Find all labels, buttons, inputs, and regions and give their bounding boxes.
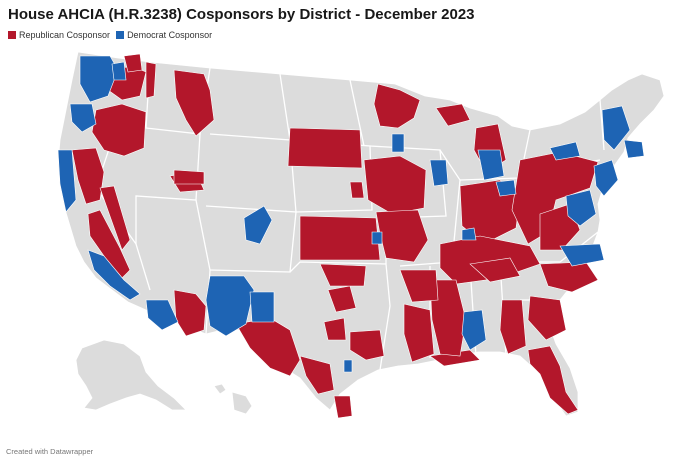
district-ks-kc [371,231,383,245]
district-ca-south [87,249,141,301]
district-ma-ri [623,139,645,159]
district-tx-dfw [323,317,347,341]
district-ny-north [549,141,581,161]
district-wa-central [123,53,143,73]
democrat-districts [57,55,645,373]
district-tx-north [327,285,357,313]
district-ne [349,181,365,199]
district-az-south [145,299,179,331]
credit-text: Created with Datawrapper [6,447,94,456]
legend-label-democrat: Democrat Cosponsor [127,30,213,40]
district-nv [99,185,131,251]
district-ks [299,215,381,261]
district-mn-metro [391,133,405,153]
district-ok [319,263,367,287]
district-ca-bay [57,149,77,213]
district-oh-cle [495,179,517,197]
district-mi-up [435,103,471,127]
district-sd [287,127,363,169]
district-tx-austin [343,359,353,373]
district-la-nola [461,309,487,351]
legend: Republican Cosponsor Democrat Cosponsor [8,30,212,40]
district-id-north [145,61,157,99]
district-ca-north [71,147,105,205]
republican-districts [71,53,599,419]
hawaii [213,383,227,395]
district-mt [173,69,215,137]
district-wa-seattle [111,61,127,81]
alaska [75,339,187,411]
district-mn [373,83,421,129]
district-co [173,169,205,185]
legend-swatch-republican [8,31,16,39]
district-fl [527,345,579,415]
district-or-east [91,103,147,157]
legend-item-democrat: Democrat Cosponsor [116,30,212,40]
district-ny-nj [593,159,619,197]
legend-label-republican: Republican Cosponsor [19,30,111,40]
district-vt-nh-ma [601,105,631,151]
district-md-va [565,189,597,227]
district-sc [527,295,567,341]
district-nm-east [249,291,275,323]
district-wa-west [79,55,119,103]
us-district-map [57,51,665,419]
district-or-west [69,103,97,133]
legend-swatch-democrat [116,31,125,39]
district-nm [205,275,255,337]
district-co-front [243,205,273,245]
district-ia-wi [363,155,427,215]
legend-item-republican: Republican Cosponsor [8,30,110,40]
district-il-chicago [429,159,449,187]
chart-title: House AHCIA (H.R.3238) Cosponsors by Dis… [8,6,475,23]
district-ga [499,299,527,355]
district-ar [399,269,439,303]
district-in-oh [459,179,521,245]
hawaii-island [231,391,253,415]
district-tx-central [299,355,335,395]
district-ky-east [469,257,521,283]
district-la [403,303,435,363]
district-mi-detroit [477,149,505,181]
district-ca-central [87,209,131,283]
district-tx-east [349,329,385,361]
district-tx-south [333,395,353,419]
district-ms-al [429,279,467,357]
district-ky-louisville [461,227,477,241]
district-nc-triangle [559,243,605,267]
